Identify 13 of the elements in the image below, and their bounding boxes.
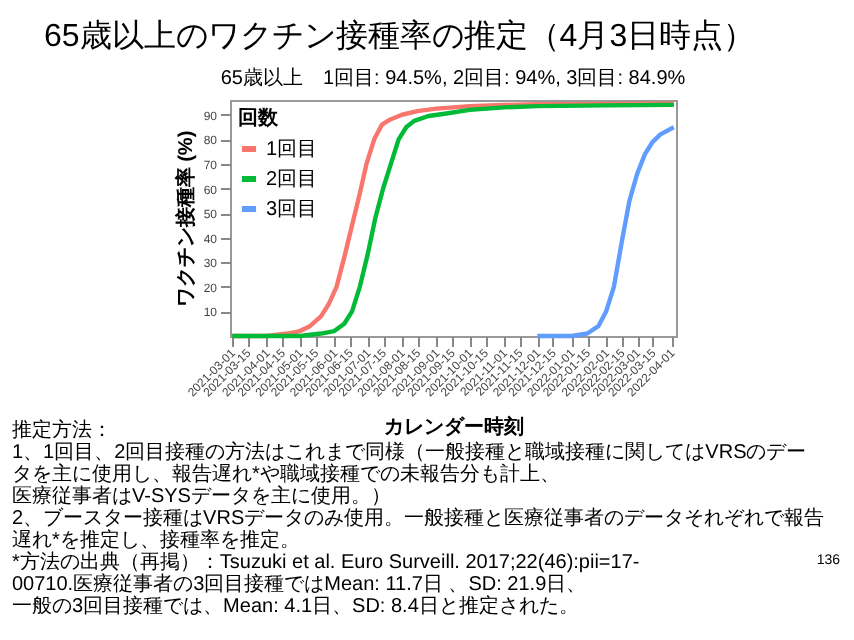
legend-label: 3回目 bbox=[266, 199, 318, 221]
text: 1、1回目、2回目接種の方法はこれまで同様（一般接種と職域接種に関してはVRSのデータを主に使用し、報告遅れ*や職域接種での未報告分も計上、医療従事者はV-SYSデータを主に使用。） bbox=[12, 440, 807, 508]
text: 推定方法： bbox=[12, 418, 112, 442]
chart-subtitle: 65歳以上 1回目: 94.5%, 2回目: 94%, 3回目: 84.9% bbox=[220, 66, 686, 90]
legend-label: 1回目 bbox=[266, 139, 318, 161]
y-axis-title: ワクチン接種率 (%) bbox=[173, 130, 198, 308]
x-axis-title: カレンダー時刻 bbox=[384, 415, 524, 439]
legend-label: 2回目 bbox=[266, 169, 318, 191]
text: *方法の出典（再掲）：Tsuzuki et al. Euro Surveill. 2017;22(46):pii=17-00710.医療従事者の3回目接種ではMean: 11.7日 、SD: 21.9日、一般の3回目接種では、Mean: 4.1日、SD: 8.4日と推定された。 bbox=[12, 550, 640, 618]
legend-title: 回数 bbox=[238, 106, 280, 130]
chart-title: 65歳以上のワクチン接種率の推定（4月3日時点） bbox=[44, 18, 756, 54]
line-series bbox=[535, 125, 676, 339]
text: 2、ブースター接種はVRSデータのみ使用。一般接種と医療従事者のデータそれぞれで報告遅れ*を推定し、接種率を推定。 bbox=[12, 506, 825, 552]
